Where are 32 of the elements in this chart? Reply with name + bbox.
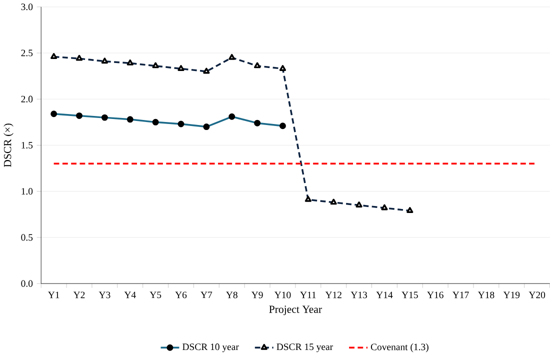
x-tick-label: Y10	[274, 292, 291, 298]
x-tick-label: Y12	[325, 292, 342, 298]
x-tick-label: Y11	[300, 292, 316, 298]
x-tick-label: Y15	[402, 292, 418, 298]
y-tick-label: 3.0	[21, 4, 33, 10]
x-tick-label: Y2	[73, 292, 85, 298]
x-tick-label: Y14	[376, 292, 393, 298]
x-tick-label: Y17	[452, 292, 469, 298]
x-tick-label: Y19	[503, 292, 520, 298]
y-tick-label: 2.0	[21, 96, 33, 102]
y-tick-label: 0.5	[21, 234, 33, 241]
y-axis-title: DSCR (×)	[4, 124, 14, 167]
legend-label: DSCR 15 year	[276, 344, 333, 352]
x-tick-label: Y7	[200, 292, 212, 298]
x-tick-label: Y9	[251, 292, 263, 298]
y-tick-label: 2.5	[21, 50, 33, 56]
legend-label: Covenant (1.3)	[370, 343, 428, 352]
x-tick-label: Y5	[150, 292, 162, 298]
x-tick-label: Y4	[124, 292, 136, 298]
y-tick-label: 1.5	[22, 142, 33, 148]
x-axis-title: Project Year	[269, 306, 322, 316]
y-tick-label: 0.0	[21, 280, 33, 287]
x-tick-label: Y1	[48, 292, 60, 298]
x-tick-label: Y18	[478, 292, 494, 298]
legend-label: DSCR 10 year	[182, 344, 239, 352]
x-tick-label: Y3	[98, 292, 110, 298]
x-tick-label: Y6	[175, 292, 187, 298]
x-tick-label: Y20	[528, 292, 546, 298]
x-tick-label: Y13	[350, 292, 368, 298]
x-tick-label: Y16	[427, 292, 444, 298]
x-tick-label: Y8	[226, 292, 238, 298]
y-tick-label: 1.0	[22, 188, 33, 195]
